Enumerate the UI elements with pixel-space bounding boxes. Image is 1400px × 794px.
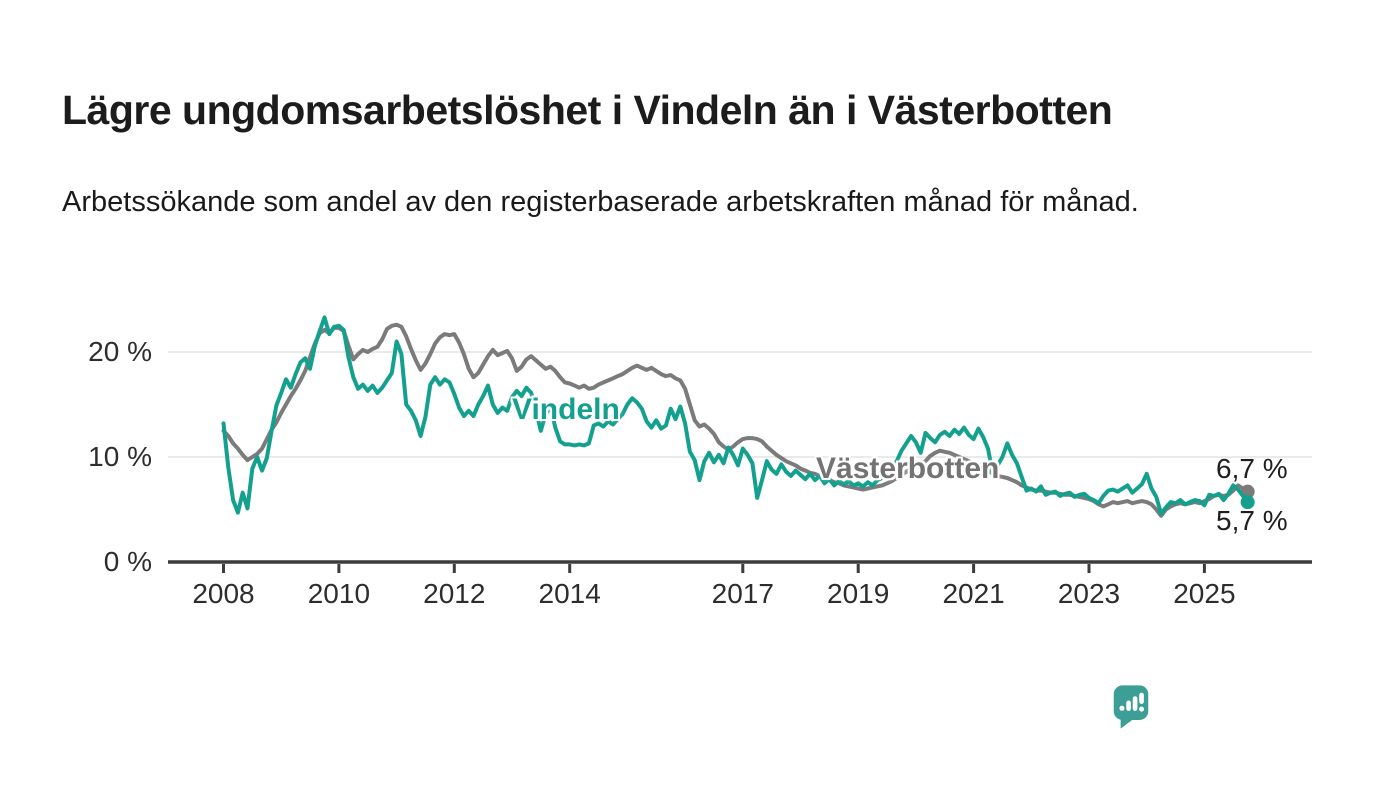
end-value-label-vindeln: 5,7 % [1216, 505, 1288, 536]
y-tick-label: 0 % [103, 546, 152, 577]
x-tick-label: 2025 [1173, 578, 1236, 609]
end-dot-vindeln [1240, 495, 1255, 510]
series-line-vindeln [221, 315, 1250, 516]
x-tick-label: 2017 [711, 578, 774, 609]
page-subtitle: Arbetssökande som andel av den registerb… [62, 186, 1139, 218]
x-tick-label: 2014 [538, 578, 601, 609]
end-value-label-vasterbotten: 6,7 % [1216, 453, 1288, 484]
x-tick-label: 2021 [942, 578, 1005, 609]
x-tick-label: 2012 [423, 578, 486, 609]
y-tick-label: 10 % [88, 441, 152, 472]
speech-bubble-chart-icon [1113, 685, 1149, 729]
x-tick-label: 2008 [192, 578, 255, 609]
series-label-vindeln: Vindeln [512, 393, 620, 426]
series-label-vasterbotten: Västerbotten [816, 452, 1000, 485]
x-tick-label: 2019 [827, 578, 890, 609]
page-title: Lägre ungdomsarbetslöshet i Vindeln än i… [62, 87, 1113, 134]
x-tick-label: 2010 [307, 578, 371, 609]
x-tick-label: 2023 [1057, 578, 1121, 609]
series-line-västerbotten [221, 322, 1250, 518]
y-tick-label: 20 % [88, 336, 152, 367]
newsworthy-logo: Newsworthy [1112, 684, 1150, 734]
